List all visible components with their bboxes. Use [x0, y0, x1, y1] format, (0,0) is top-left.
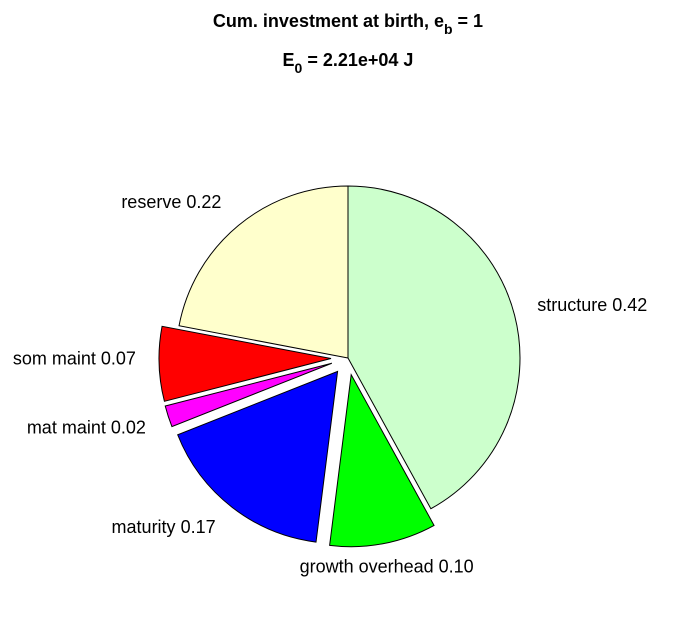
category-label: reserve — [121, 192, 181, 212]
value-label: 0.02 — [111, 418, 146, 438]
category-label: mat maint — [27, 418, 106, 438]
pie-slice — [158, 325, 332, 402]
slice-label: structure 0.42 — [537, 295, 647, 315]
chart-subtitle: E0 = 2.21e+04 J — [283, 50, 414, 76]
value-label: 0.17 — [181, 517, 216, 537]
title-part: E — [283, 50, 295, 70]
pie-slice — [347, 185, 521, 510]
subscript: 0 — [295, 60, 303, 76]
category-label: som maint — [13, 348, 96, 368]
value-label: 0.42 — [612, 295, 647, 315]
title-part: = 2.21e+04 J — [302, 50, 413, 70]
subscript: b — [444, 21, 453, 37]
pie-slice — [164, 362, 333, 428]
category-label: structure — [537, 295, 607, 315]
chart-title: Cum. investment at birth, eb = 1 — [213, 11, 483, 37]
pie-slice — [329, 373, 435, 548]
category-label: growth overhead — [300, 557, 434, 577]
slice-label: som maint 0.07 — [13, 348, 136, 368]
value-label: 0.10 — [439, 557, 474, 577]
value-label: 0.07 — [101, 348, 136, 368]
slice-label: maturity 0.17 — [112, 517, 216, 537]
pie-slice — [178, 185, 349, 359]
slice-label: growth overhead 0.10 — [300, 557, 474, 577]
title-part: = 1 — [453, 11, 484, 31]
category-label: maturity — [112, 517, 176, 537]
pie-slice — [177, 370, 339, 543]
value-label: 0.22 — [186, 192, 221, 212]
slice-label: mat maint 0.02 — [27, 418, 146, 438]
title-part: Cum. investment at birth, e — [213, 11, 444, 31]
slice-label: reserve 0.22 — [121, 192, 221, 212]
